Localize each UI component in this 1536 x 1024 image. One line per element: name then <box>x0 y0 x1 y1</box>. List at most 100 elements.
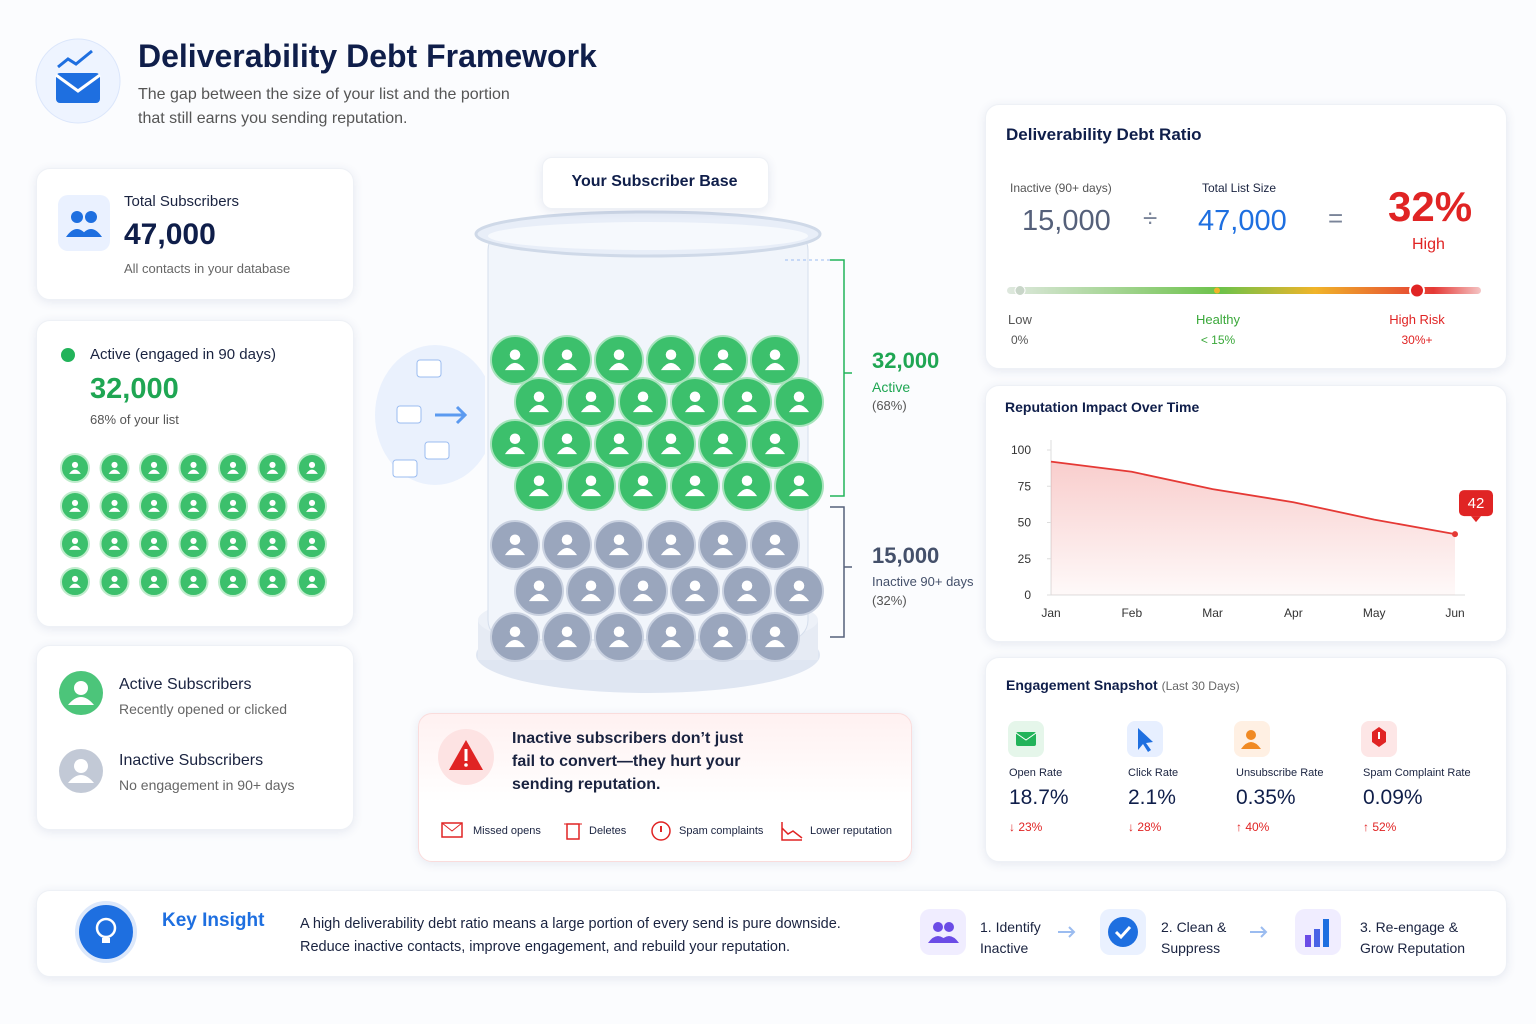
person-body <box>764 639 786 648</box>
person-head <box>613 349 625 360</box>
person-body <box>788 404 810 413</box>
insight-text: A high deliverability debt ratio means a… <box>300 916 841 955</box>
person-head <box>269 537 276 544</box>
person-head <box>637 391 649 402</box>
person-ball <box>218 529 248 559</box>
person-head <box>741 475 753 486</box>
person-head <box>769 433 781 444</box>
person-body <box>580 404 602 413</box>
metric-label: Click Rate <box>1128 767 1179 779</box>
metric-value: 2.1% <box>1128 786 1176 809</box>
person-head <box>665 534 677 545</box>
person-body <box>632 488 654 497</box>
person-head <box>111 575 118 582</box>
person-body <box>608 446 630 455</box>
metric-value: 18.7% <box>1009 786 1069 809</box>
person-ball <box>178 529 209 559</box>
x-tick-label: May <box>1363 606 1386 620</box>
person-head <box>561 534 573 545</box>
person-head <box>585 391 597 402</box>
insight-title: Key Insight <box>162 910 265 931</box>
person-head <box>190 461 197 468</box>
active-dots <box>60 453 327 597</box>
operator: ÷ <box>1143 203 1158 233</box>
person-head <box>509 433 521 444</box>
person-head <box>111 537 118 544</box>
person-head <box>190 499 197 506</box>
person-head <box>150 575 158 582</box>
total-note: All contacts in your database <box>124 261 291 276</box>
person-body <box>736 488 758 497</box>
person-ball <box>99 529 130 559</box>
person-body <box>266 469 279 474</box>
person-body <box>556 446 578 455</box>
person-head <box>308 461 316 468</box>
person-head <box>665 626 677 637</box>
person-body <box>306 507 318 512</box>
person-head <box>308 499 316 506</box>
person-head <box>71 575 79 582</box>
person-head <box>769 534 781 545</box>
person-ball <box>178 491 209 521</box>
segment-label: Inactive 90+ days <box>872 574 974 589</box>
person-body <box>684 404 706 413</box>
person-body <box>69 583 81 588</box>
title: Deliverability Debt Framework <box>138 38 597 74</box>
person-head <box>613 534 625 545</box>
legend-title: Inactive Subscribers <box>119 752 264 769</box>
person-body <box>69 507 81 512</box>
jar-title-box <box>542 157 769 209</box>
person-body <box>660 639 682 648</box>
person-body <box>227 507 239 512</box>
person-head <box>71 537 79 544</box>
person-head <box>689 391 701 402</box>
warning-icon <box>438 729 494 785</box>
person-body <box>608 547 630 556</box>
person-body <box>712 446 734 455</box>
y-tick-label: 75 <box>1018 479 1032 493</box>
person-head <box>741 391 753 402</box>
numerator: 15,000 <box>1022 205 1111 237</box>
person-body <box>684 593 706 602</box>
person-ball <box>99 567 130 597</box>
person-head <box>190 537 197 544</box>
person-body <box>556 547 578 556</box>
person-head <box>111 499 118 506</box>
person-body <box>108 583 121 588</box>
total-label: Total Subscribers <box>124 193 240 210</box>
metric-change: ↓ 23% <box>1009 820 1043 834</box>
warning-text: Inactive subscribers don’t just fail to … <box>512 730 744 793</box>
person-ball <box>297 529 327 559</box>
person-body <box>266 545 279 550</box>
person-body <box>528 404 550 413</box>
person-ball <box>60 491 90 521</box>
effect-icons <box>441 821 803 841</box>
x-tick-label: Feb <box>1121 606 1142 620</box>
person-ball <box>218 567 248 597</box>
person-head <box>150 499 158 506</box>
person-head <box>637 475 649 486</box>
person-body <box>148 545 160 550</box>
person-head <box>665 433 677 444</box>
person-ball <box>60 567 90 597</box>
denominator: 47,000 <box>1198 205 1287 237</box>
person-head <box>229 575 237 582</box>
person-head <box>561 433 573 444</box>
legend-title: Active Subscribers <box>119 676 252 693</box>
person-ball <box>60 529 90 559</box>
end-badge <box>1459 490 1493 517</box>
person-ball <box>178 567 209 597</box>
person-head <box>533 580 545 591</box>
person-body <box>187 507 200 512</box>
person-body <box>632 593 654 602</box>
ratio-card <box>985 104 1507 369</box>
person-body <box>608 639 630 648</box>
jar <box>474 210 824 693</box>
email-flow <box>375 345 485 485</box>
header-icon <box>35 38 121 124</box>
person-body <box>764 446 786 455</box>
step: 2. Clean & Suppress <box>1161 919 1227 956</box>
person-ball <box>139 529 169 559</box>
segment-label: Active <box>872 379 911 395</box>
legend-note: No engagement in 90+ days <box>119 777 295 793</box>
